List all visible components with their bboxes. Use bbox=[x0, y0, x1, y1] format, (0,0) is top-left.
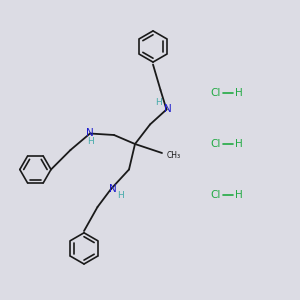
Text: H: H bbox=[117, 190, 124, 200]
Text: Cl: Cl bbox=[211, 88, 221, 98]
Text: N: N bbox=[109, 184, 116, 194]
Text: Cl: Cl bbox=[211, 139, 221, 149]
Text: N: N bbox=[164, 104, 172, 115]
Text: H: H bbox=[87, 137, 93, 146]
Text: Cl: Cl bbox=[211, 190, 221, 200]
Text: H: H bbox=[235, 139, 242, 149]
Text: H: H bbox=[155, 98, 161, 107]
Text: H: H bbox=[235, 190, 242, 200]
Text: CH₃: CH₃ bbox=[167, 152, 181, 160]
Text: N: N bbox=[86, 128, 94, 139]
Text: H: H bbox=[235, 88, 242, 98]
